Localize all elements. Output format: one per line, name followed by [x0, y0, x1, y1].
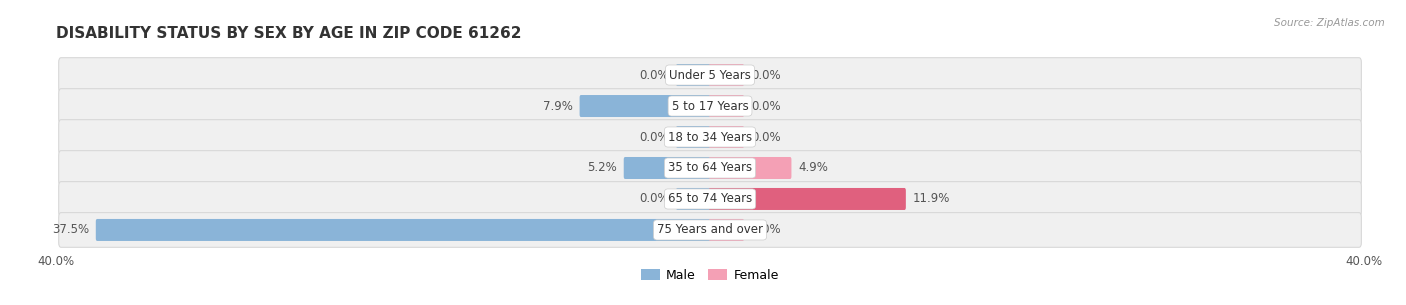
FancyBboxPatch shape: [96, 219, 711, 241]
FancyBboxPatch shape: [624, 157, 711, 179]
FancyBboxPatch shape: [709, 126, 744, 148]
Text: 0.0%: 0.0%: [640, 131, 669, 144]
FancyBboxPatch shape: [59, 58, 1361, 92]
FancyBboxPatch shape: [709, 188, 905, 210]
Text: 0.0%: 0.0%: [640, 69, 669, 81]
Text: 0.0%: 0.0%: [751, 99, 780, 113]
Text: DISABILITY STATUS BY SEX BY AGE IN ZIP CODE 61262: DISABILITY STATUS BY SEX BY AGE IN ZIP C…: [56, 26, 522, 41]
FancyBboxPatch shape: [709, 219, 744, 241]
FancyBboxPatch shape: [579, 95, 711, 117]
FancyBboxPatch shape: [709, 95, 744, 117]
Legend: Male, Female: Male, Female: [637, 264, 783, 287]
Text: 0.0%: 0.0%: [751, 224, 780, 236]
FancyBboxPatch shape: [676, 126, 711, 148]
FancyBboxPatch shape: [709, 64, 744, 86]
FancyBboxPatch shape: [709, 157, 792, 179]
Text: 0.0%: 0.0%: [640, 192, 669, 206]
Text: 35 to 64 Years: 35 to 64 Years: [668, 161, 752, 174]
Text: 5.2%: 5.2%: [588, 161, 617, 174]
Text: 7.9%: 7.9%: [543, 99, 572, 113]
Text: 18 to 34 Years: 18 to 34 Years: [668, 131, 752, 144]
Text: 4.9%: 4.9%: [799, 161, 828, 174]
FancyBboxPatch shape: [59, 213, 1361, 247]
Text: 37.5%: 37.5%: [52, 224, 89, 236]
Text: 5 to 17 Years: 5 to 17 Years: [672, 99, 748, 113]
Text: 75 Years and over: 75 Years and over: [657, 224, 763, 236]
Text: 65 to 74 Years: 65 to 74 Years: [668, 192, 752, 206]
Text: 0.0%: 0.0%: [751, 69, 780, 81]
FancyBboxPatch shape: [59, 120, 1361, 154]
Text: Source: ZipAtlas.com: Source: ZipAtlas.com: [1274, 18, 1385, 28]
Text: 11.9%: 11.9%: [912, 192, 950, 206]
FancyBboxPatch shape: [676, 188, 711, 210]
FancyBboxPatch shape: [59, 151, 1361, 185]
FancyBboxPatch shape: [676, 64, 711, 86]
FancyBboxPatch shape: [59, 181, 1361, 216]
Text: Under 5 Years: Under 5 Years: [669, 69, 751, 81]
Text: 0.0%: 0.0%: [751, 131, 780, 144]
FancyBboxPatch shape: [59, 89, 1361, 124]
